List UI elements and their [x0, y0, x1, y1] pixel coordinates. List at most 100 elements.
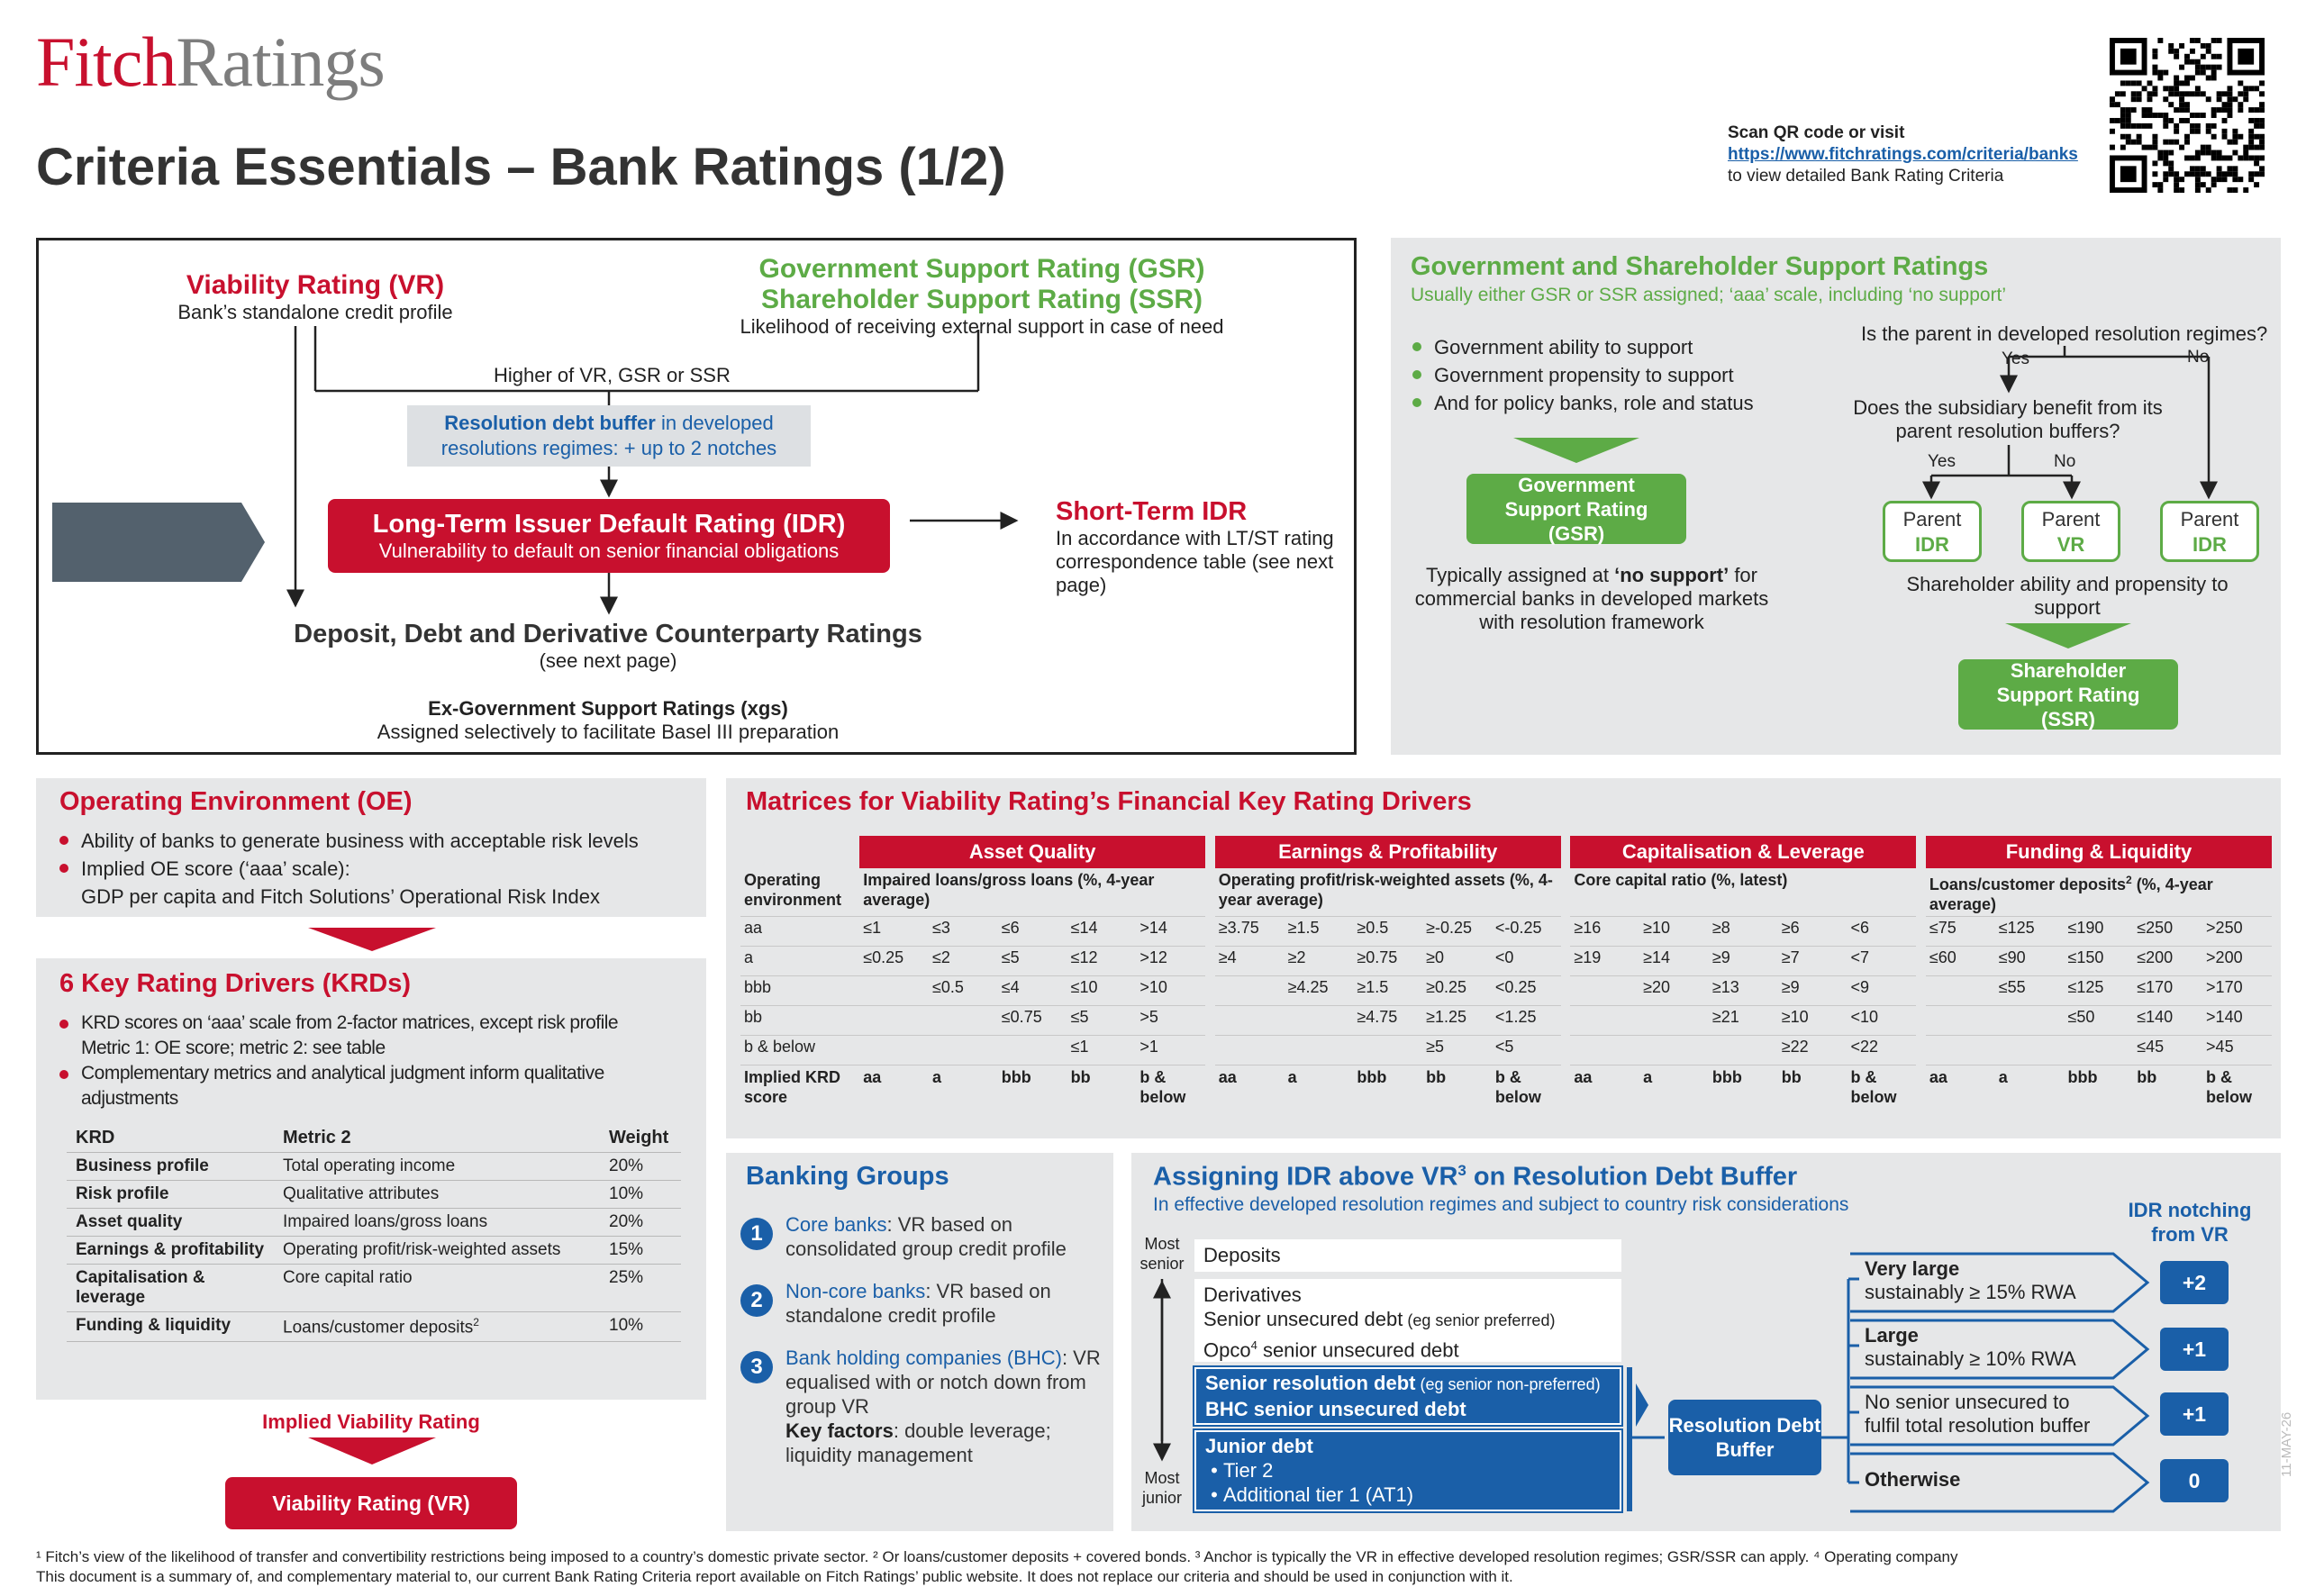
ssr-button: Shareholder Support Rating (SSR): [1958, 659, 2178, 730]
notch-badge: 0: [2160, 1459, 2229, 1502]
buffer-bold: Resolution debt buffer: [444, 412, 656, 434]
krd-name: Business profile: [67, 1152, 274, 1181]
krd-header-row: KRD Metric 2 Weight: [67, 1124, 681, 1153]
krd-bullet-text: KRD scores on ‘aaa’ scale from 2-factor …: [81, 1012, 619, 1033]
table-row: Asset quality Impaired loans/gross loans 2…: [67, 1208, 681, 1237]
implied-krd-score: aa: [1570, 1065, 1640, 1109]
table-row: b & below ≤1 >1 ≥5 <5 ≥22 <22 ≤45 >45: [740, 1035, 2272, 1066]
assign-title-post: on Resolution Debt Buffer: [1466, 1162, 1798, 1192]
key-factors-text: : double leverage; liquidity management: [785, 1419, 1051, 1466]
notch-badge: +1: [2160, 1328, 2229, 1371]
matrix-cell: ≥19: [1570, 946, 1640, 976]
matrix-cell: >170: [2202, 975, 2272, 1006]
matrix-cell: [1353, 1035, 1423, 1066]
assign-title-pre: Assigning IDR above VR: [1153, 1162, 1458, 1192]
matrix-cell: [1570, 1005, 1640, 1036]
matrix-cell: <10: [1847, 1005, 1917, 1036]
matrix-group-header: Asset Quality: [859, 836, 1206, 868]
oe-bullet: Implied OE score (‘aaa’ scale): GDP per c…: [58, 855, 688, 911]
implied-krd-score: b & below: [1491, 1065, 1561, 1109]
matrix-cell: ≥-0.25: [1422, 916, 1492, 947]
matrix-cell: [1925, 1035, 1995, 1066]
qr-code-icon[interactable]: [2110, 38, 2265, 193]
matrix-cell: ≥22: [1777, 1035, 1848, 1066]
table-row: Funding & liquidity Loans/customer deposi…: [67, 1310, 681, 1342]
criteria-link[interactable]: https://www.fitchratings.com/criteria/ba…: [1728, 145, 2078, 164]
implied-krd-row: Implied KRD score aa a bbb bb b & below aa a bbb…: [740, 1065, 2272, 1109]
matrix-cell: ≥6: [1777, 916, 1848, 947]
matrix-cell: ≤6: [997, 916, 1067, 947]
support-title: Government and Shareholder Support Ratin…: [1411, 252, 1989, 281]
most-senior-label: Most senior: [1139, 1235, 1185, 1273]
implied-krd-score: a: [929, 1065, 998, 1109]
oe-score: aa: [740, 916, 860, 947]
junior-label: Junior debt: [1205, 1435, 1313, 1457]
matrix-cell: >12: [1136, 946, 1206, 976]
krd-name: Earnings & profitability: [67, 1236, 274, 1265]
matrix-cell: ≥0.25: [1422, 975, 1492, 1006]
group-number-icon: 2: [740, 1284, 773, 1317]
matrix-cell: ≤200: [2133, 946, 2203, 976]
scan-line-3: to view detailed Bank Rating Criteria: [1728, 167, 2004, 186]
matrix-title: Matrices for Viability Rating’s Financia…: [746, 787, 1472, 816]
matrix-cell: ≤3: [929, 916, 998, 947]
krd-bullet-cont: Metric 1: OE score; metric 2: see table: [81, 1038, 386, 1058]
krd-bottom-rule: [67, 1341, 681, 1343]
matrix-cell: <7: [1847, 946, 1917, 976]
krd-bullet: Complementary metrics and analytical jud…: [58, 1061, 692, 1111]
scan-instructions: Scan QR code or visit https://www.fitchr…: [1728, 122, 2078, 187]
answer-yes: Yes: [2002, 349, 2029, 368]
matrix-cell: >140: [2202, 1005, 2272, 1036]
date-stamp: 11-MAY-26: [2279, 1411, 2294, 1477]
footnotes: ¹ Fitch’s view of the likelihood of tran…: [36, 1547, 2270, 1587]
oe-bullet-cont: GDP per capita and Fitch Solutions’ Oper…: [81, 885, 600, 908]
krd-header: Metric 2: [283, 1128, 351, 1147]
matrix-cell: ≥10: [1777, 1005, 1848, 1036]
matrix-cell: [1708, 1035, 1778, 1066]
oe-score: bb: [740, 1005, 860, 1036]
krd-weight: 10%: [600, 1310, 681, 1342]
matrix-cell: [2064, 1035, 2134, 1066]
krd-metric-text: Loans/customer deposits: [283, 1318, 474, 1338]
krd-bullets: KRD scores on ‘aaa’ scale from 2-factor …: [58, 1011, 692, 1111]
matrix-cell: ≤55: [1994, 975, 2065, 1006]
krd-bullet: KRD scores on ‘aaa’ scale from 2-factor …: [58, 1011, 692, 1061]
senior-tier: Derivatives Senior unsecured debt (eg se…: [1194, 1279, 1621, 1362]
matrix-cell: [929, 1035, 998, 1066]
oe-score: a: [740, 946, 860, 976]
group-item: Non-core banks: VR based on standalone c…: [785, 1279, 1101, 1328]
group-item: Core banks: VR based on consolidated gro…: [785, 1212, 1101, 1261]
matrix-cell: ≥14: [1639, 946, 1709, 976]
table-row: aa ≤1 ≤3 ≤6 ≤14 >14 ≥3.75 ≥1.5 ≥0.5 ≥-0.25 <-0.25 ≥…: [740, 916, 2272, 947]
most-junior-label: Most junior: [1141, 1469, 1183, 1507]
gsr-title: Government Support Rating (GSR): [758, 254, 1205, 284]
support-bullet: And for policy banks, role and status: [1411, 389, 1754, 417]
answer-no: No: [2187, 348, 2210, 367]
parent-idr-box: Parent IDR: [1883, 501, 1982, 562]
matrix-cell: ≤1: [859, 916, 930, 947]
matrix-cell: <-0.25: [1491, 916, 1561, 947]
matrix-cell: ≤5: [1067, 1005, 1137, 1036]
senior-unsecured-note: (eg senior preferred): [1403, 1311, 1556, 1329]
notch-badge: +1: [2160, 1392, 2229, 1436]
matrix-cell: >200: [2202, 946, 2272, 976]
krd-header: KRD: [76, 1128, 115, 1147]
gsr-button: Government Support Rating (GSR): [1466, 474, 1686, 545]
matrix-metric-header: Loans/customer deposits2 (%, 4-year aver…: [1929, 874, 2213, 913]
matrix-cell: ≤170: [2133, 975, 2203, 1006]
country-ceiling-box: Subject to Country Ceiling1 and country …: [52, 503, 263, 582]
implied-krd-score: b & below: [1847, 1065, 1917, 1109]
at1-label: Additional tier 1 (AT1): [1222, 1483, 1414, 1506]
matrix-cell: [1994, 1005, 2065, 1036]
table-row: Risk profile Qualitative attributes 10%: [67, 1180, 681, 1209]
matrix-cell: ≥21: [1708, 1005, 1778, 1036]
matrix-cell: [1570, 1035, 1640, 1066]
resolution-debt-buffer-box: Resolution Debt Buffer: [1668, 1400, 1821, 1475]
krd-metric: Core capital ratio: [274, 1264, 600, 1312]
parent-label: Parent: [2041, 508, 2101, 530]
opco-label: Opco: [1203, 1338, 1251, 1362]
assign-title: Assigning IDR above VR3 on Resolution De…: [1153, 1162, 1797, 1192]
matrix-cell: ≤14: [1067, 916, 1137, 947]
table-row: a ≤0.25 ≤2 ≤5 ≤12 >12 ≥4 ≥2 ≥0.75 ≥0 <0 ≥19 ≥14 ≥9 ≥7 <…: [740, 946, 2272, 976]
banking-groups-panel: [726, 1153, 1113, 1531]
